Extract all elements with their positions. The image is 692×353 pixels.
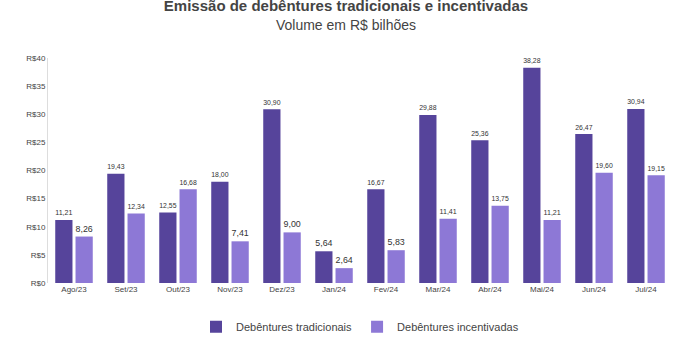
svg-text:19,43: 19,43 — [107, 163, 124, 170]
svg-text:19,15: 19,15 — [648, 165, 665, 172]
svg-text:Debêntures tradicionais: Debêntures tradicionais — [236, 321, 352, 333]
svg-text:Fev/24: Fev/24 — [374, 285, 399, 294]
svg-text:12,55: 12,55 — [159, 202, 176, 209]
svg-text:Abr/24: Abr/24 — [478, 285, 502, 294]
svg-text:Jan/24: Jan/24 — [322, 285, 347, 294]
svg-text:19,60: 19,60 — [596, 162, 613, 169]
svg-text:29,88: 29,88 — [419, 104, 436, 111]
svg-text:R$5: R$5 — [31, 251, 46, 260]
svg-text:30,94: 30,94 — [627, 98, 644, 105]
svg-text:30,90: 30,90 — [263, 99, 280, 106]
svg-text:Emissão de debêntures tradicio: Emissão de debêntures tradicionais e inc… — [164, 0, 528, 33]
svg-text:18,00: 18,00 — [211, 171, 228, 178]
svg-text:16,68: 16,68 — [180, 179, 197, 186]
svg-text:R$15: R$15 — [26, 194, 46, 203]
svg-text:38,28: 38,28 — [523, 57, 540, 64]
svg-text:11,41: 11,41 — [440, 208, 457, 216]
svg-text:Debêntures incentivadas: Debêntures incentivadas — [397, 321, 519, 333]
svg-text:Out/23: Out/23 — [166, 285, 191, 294]
svg-text:8,26: 8,26 — [76, 224, 93, 234]
svg-text:16,67: 16,67 — [367, 179, 384, 186]
svg-text:Dez/23: Dez/23 — [269, 285, 295, 294]
svg-text:Jun/24: Jun/24 — [582, 285, 607, 294]
svg-text:Ago/23: Ago/23 — [61, 285, 87, 294]
svg-text:5,83: 5,83 — [388, 237, 405, 247]
svg-text:Set/23: Set/23 — [114, 285, 138, 294]
svg-text:13,75: 13,75 — [492, 195, 509, 202]
svg-text:11,21: 11,21 — [55, 209, 72, 217]
svg-text:R$40: R$40 — [26, 54, 46, 63]
svg-text:Mai/24: Mai/24 — [530, 285, 555, 294]
svg-text:Jul/24: Jul/24 — [635, 285, 657, 294]
svg-text:2,64: 2,64 — [336, 255, 353, 265]
svg-text:26,47: 26,47 — [575, 124, 592, 131]
svg-text:R$25: R$25 — [26, 138, 46, 147]
svg-text:R$20: R$20 — [26, 166, 46, 175]
svg-text:5,64: 5,64 — [315, 238, 332, 248]
svg-text:R$35: R$35 — [26, 82, 46, 91]
svg-text:12,34: 12,34 — [128, 203, 145, 210]
svg-text:9,00: 9,00 — [284, 219, 301, 229]
svg-text:7,41: 7,41 — [232, 228, 249, 238]
svg-text:R$30: R$30 — [26, 110, 46, 119]
svg-text:25,36: 25,36 — [471, 130, 488, 137]
svg-text:11,21: 11,21 — [544, 209, 561, 217]
svg-text:Nov/23: Nov/23 — [217, 285, 243, 294]
svg-text:Mar/24: Mar/24 — [426, 285, 451, 294]
svg-text:R$10: R$10 — [26, 223, 46, 232]
svg-text:R$0: R$0 — [31, 279, 46, 288]
